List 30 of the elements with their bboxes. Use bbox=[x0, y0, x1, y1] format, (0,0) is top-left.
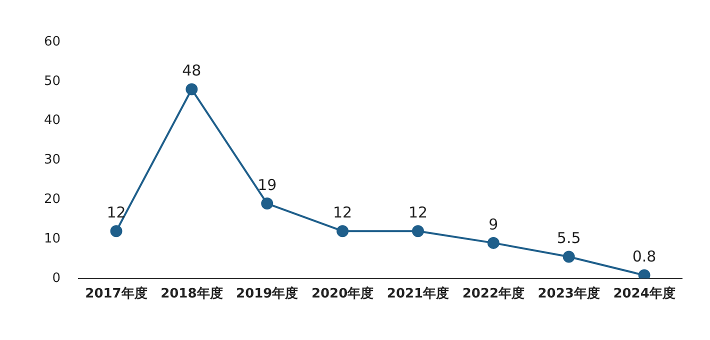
data-label: 12 bbox=[106, 204, 126, 222]
point bbox=[412, 225, 424, 238]
y-tick-label: 20 bbox=[44, 192, 61, 207]
point bbox=[186, 83, 198, 96]
data-label: 5.5 bbox=[556, 229, 581, 248]
y-tick-label: 0 bbox=[52, 270, 61, 286]
data-label: 48 bbox=[182, 62, 202, 80]
point bbox=[336, 225, 349, 238]
data-label: 9 bbox=[488, 215, 498, 234]
data-label: 19 bbox=[258, 176, 277, 194]
data-label: 12 bbox=[333, 204, 352, 222]
x-tick-label: 2023年度 bbox=[538, 286, 600, 302]
data-label: 0.8 bbox=[632, 248, 656, 266]
point bbox=[487, 236, 500, 249]
y-tick-label: 40 bbox=[44, 113, 61, 128]
point bbox=[110, 225, 122, 238]
y-tick-label: 30 bbox=[44, 152, 61, 168]
x-tick-label: 2020年度 bbox=[311, 286, 374, 302]
x-tick-label: 2018年度 bbox=[160, 286, 223, 302]
y-tick-label: 10 bbox=[44, 231, 61, 246]
x-tick-label: 2022年度 bbox=[462, 286, 525, 302]
x-tick-label: 2017年度 bbox=[85, 286, 148, 302]
x-tick-label: 2019年度 bbox=[236, 286, 298, 302]
point bbox=[562, 250, 575, 263]
x-tick-label: 2024年度 bbox=[613, 286, 676, 302]
y-tick-label: 50 bbox=[44, 74, 61, 89]
y-tick-label: 60 bbox=[44, 34, 61, 50]
x-tick-label: 2021年度 bbox=[386, 286, 450, 302]
data-label: 12 bbox=[408, 204, 428, 222]
point bbox=[261, 198, 274, 210]
